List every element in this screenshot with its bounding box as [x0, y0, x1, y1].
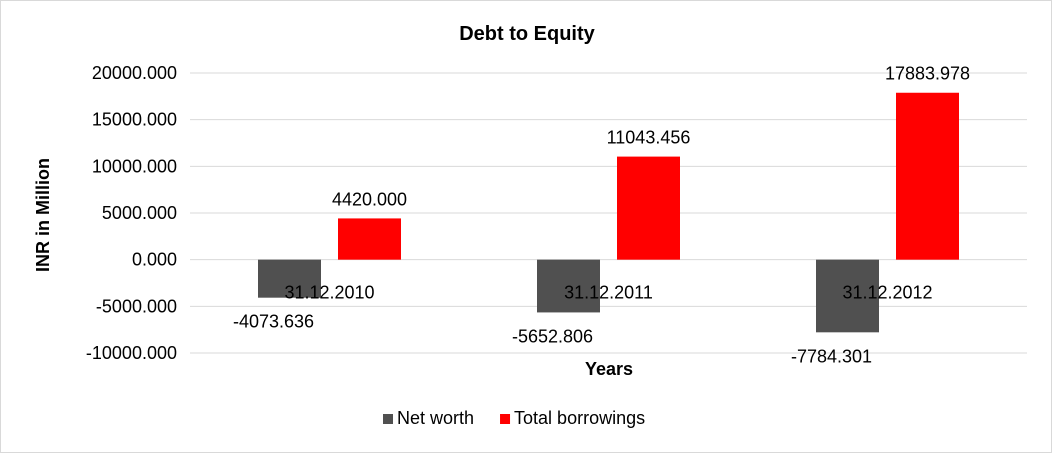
y-tick-label: 10000.000: [92, 156, 177, 176]
y-tick-label: 5000.000: [102, 203, 177, 223]
data-label: 4420.000: [332, 189, 407, 209]
y-tick-labels: 20000.000 15000.000 10000.000 5000.000 0.000…: [86, 63, 177, 363]
x-axis-title: Years: [585, 359, 633, 379]
data-label: 11043.456: [607, 128, 691, 148]
category-label: 31.12.2012: [842, 283, 932, 303]
legend-swatch: [500, 414, 511, 424]
bar-net-worth: [258, 259, 321, 298]
bar-total-borrowings: [617, 156, 680, 260]
category-label: 31.12.2010: [284, 283, 374, 303]
y-tick-label: 15000.000: [92, 110, 177, 130]
bar-total-borrowings: [896, 92, 959, 260]
y-tick-label: -5000.000: [96, 296, 177, 316]
y-axis-title: INR in Million: [33, 158, 53, 272]
bar-total-borrowings: [338, 218, 401, 260]
chart-title: Debt to Equity: [459, 23, 595, 45]
data-label: -7784.301: [791, 346, 872, 366]
bars: [258, 92, 959, 333]
bar-net-worth: [537, 259, 600, 313]
y-tick-label: 0.000: [132, 250, 177, 270]
bar-net-worth: [816, 259, 879, 333]
data-label: -5652.806: [512, 326, 593, 346]
y-tick-label: 20000.000: [92, 63, 177, 83]
legend: Net worth Total borrowings: [383, 408, 645, 428]
category-label: 31.12.2011: [564, 283, 653, 303]
legend-label: Total borrowings: [514, 408, 645, 428]
gridlines: [190, 72, 1027, 354]
data-labels: -4073.636 4420.000 -5652.806 11043.456 -7784…: [233, 64, 970, 367]
legend-label: Net worth: [397, 408, 474, 428]
data-label: 17883.978: [885, 64, 970, 84]
data-label: -4073.636: [233, 312, 314, 332]
y-tick-label: -10000.000: [86, 343, 177, 363]
legend-swatch: [383, 414, 393, 424]
category-labels: 31.12.2010 31.12.2011 31.12.2012: [284, 283, 932, 303]
